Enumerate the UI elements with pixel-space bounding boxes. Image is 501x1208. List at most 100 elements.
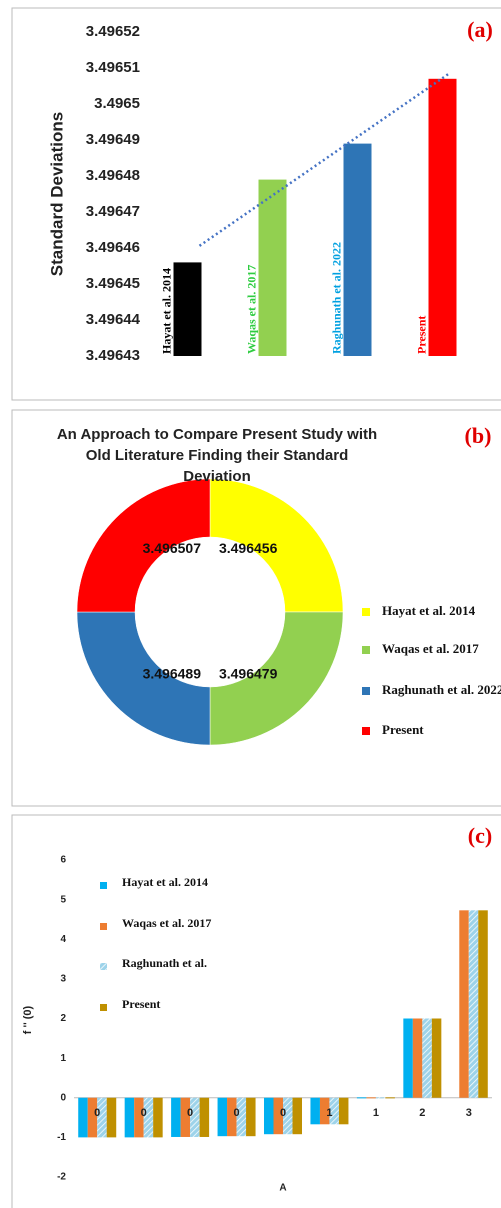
legend-marker — [362, 646, 370, 654]
bar — [258, 179, 287, 356]
data-label: 3.496479 — [219, 666, 278, 682]
legend-label: Hayat et al. 2014 — [382, 603, 476, 618]
bar — [173, 262, 202, 356]
legend-marker — [100, 963, 107, 970]
x-tick-label: 2 — [419, 1107, 425, 1119]
trendline — [198, 71, 452, 247]
panel-label: (a) — [467, 17, 493, 42]
bar — [236, 1097, 247, 1137]
data-label: 3.496507 — [143, 540, 202, 556]
x-tick-label: 0 — [187, 1107, 193, 1119]
bar — [356, 1097, 367, 1099]
bar — [227, 1097, 237, 1137]
bar — [273, 1097, 283, 1135]
bar — [478, 910, 488, 1098]
panel-frame — [11, 814, 501, 1208]
y-tick-label: 1 — [60, 1053, 66, 1064]
y-axis-title: f '' (0) — [22, 1005, 34, 1034]
bar — [153, 1097, 163, 1138]
y-tick-label: 3 — [60, 974, 66, 985]
legend-label: Waqas et al. 2017 — [382, 641, 479, 656]
y-tick-label: 4 — [60, 934, 66, 945]
y-tick-label: 3.49644 — [86, 311, 141, 328]
y-tick-label: 3.49643 — [86, 347, 140, 364]
bar — [310, 1097, 320, 1125]
x-tick-label: 1 — [326, 1107, 332, 1119]
legend-label: Raghunath et al. — [122, 956, 207, 970]
y-tick-label: -2 — [57, 1172, 66, 1183]
legend-marker — [100, 923, 107, 930]
x-tick-label: 3 — [466, 1107, 472, 1119]
bar — [106, 1097, 117, 1138]
legend-label: Raghunath et al. 2022 — [382, 682, 501, 697]
bar-label: Hayat et al. 2014 — [159, 268, 173, 354]
bar — [412, 1018, 423, 1098]
x-tick-label: 1 — [373, 1107, 379, 1119]
data-label: 3.496456 — [219, 540, 278, 556]
bar — [199, 1097, 210, 1137]
bar — [329, 1097, 339, 1125]
y-tick-label: 3.49647 — [86, 203, 140, 220]
bar — [180, 1097, 191, 1137]
bar — [171, 1097, 181, 1137]
legend-marker — [100, 882, 107, 889]
legend-marker — [100, 1004, 107, 1011]
panel-label: (c) — [468, 823, 492, 848]
bar — [283, 1097, 293, 1135]
bar — [124, 1097, 135, 1138]
legend-marker — [362, 687, 370, 695]
y-tick-label: 3.4965 — [94, 95, 140, 112]
bar — [87, 1097, 98, 1138]
y-tick-label: 5 — [60, 894, 66, 905]
bar — [338, 1097, 349, 1125]
legend-label: Present — [122, 997, 160, 1011]
y-tick-label: 3.49645 — [86, 275, 140, 292]
y-tick-label: 3.49646 — [86, 239, 140, 256]
legend-marker — [362, 608, 370, 616]
bar — [143, 1097, 154, 1138]
x-tick-label: 0 — [141, 1107, 147, 1119]
y-tick-label: 3.49652 — [86, 23, 140, 40]
legend-label: Present — [382, 722, 424, 737]
panel-frame — [11, 409, 501, 807]
y-tick-label: 2 — [60, 1013, 66, 1024]
bar — [375, 1097, 386, 1099]
y-tick-label: 6 — [60, 855, 66, 866]
bar — [459, 910, 469, 1098]
y-axis-title: Standard Deviations — [47, 112, 66, 276]
chart-title: An Approach to Compare Present Study wit… — [56, 426, 378, 485]
bar — [264, 1097, 274, 1135]
bar-label: Raghunath et al. 2022 — [329, 242, 343, 354]
bar-label: Present — [414, 316, 428, 354]
y-tick-label: 3.49651 — [86, 59, 140, 76]
y-tick-label: 3.49648 — [86, 167, 140, 184]
bar — [319, 1097, 330, 1125]
x-tick-label: 0 — [280, 1107, 286, 1119]
panel-frame — [11, 7, 501, 401]
legend-label: Waqas et al. 2017 — [122, 916, 211, 930]
bar — [97, 1097, 107, 1138]
bar — [422, 1018, 432, 1098]
y-tick-label: 3.49649 — [86, 131, 140, 148]
legend-label: Hayat et al. 2014 — [122, 875, 208, 889]
x-tick-label: 0 — [94, 1107, 100, 1119]
data-label: 3.496489 — [143, 666, 202, 682]
bar — [134, 1097, 144, 1138]
x-tick-label: 0 — [233, 1107, 239, 1119]
x-axis-title: A — [279, 1183, 286, 1194]
bar — [292, 1097, 302, 1135]
bar — [190, 1097, 200, 1137]
bar — [431, 1018, 442, 1098]
bar — [78, 1097, 88, 1138]
bar — [366, 1097, 376, 1099]
bar-label: Waqas et al. 2017 — [244, 265, 258, 354]
bar — [246, 1097, 256, 1137]
panel-label: (b) — [465, 423, 492, 448]
y-tick-label: 0 — [60, 1092, 66, 1103]
bar — [468, 910, 479, 1098]
legend-marker — [362, 727, 370, 735]
bar — [428, 78, 457, 357]
bar — [343, 143, 372, 356]
